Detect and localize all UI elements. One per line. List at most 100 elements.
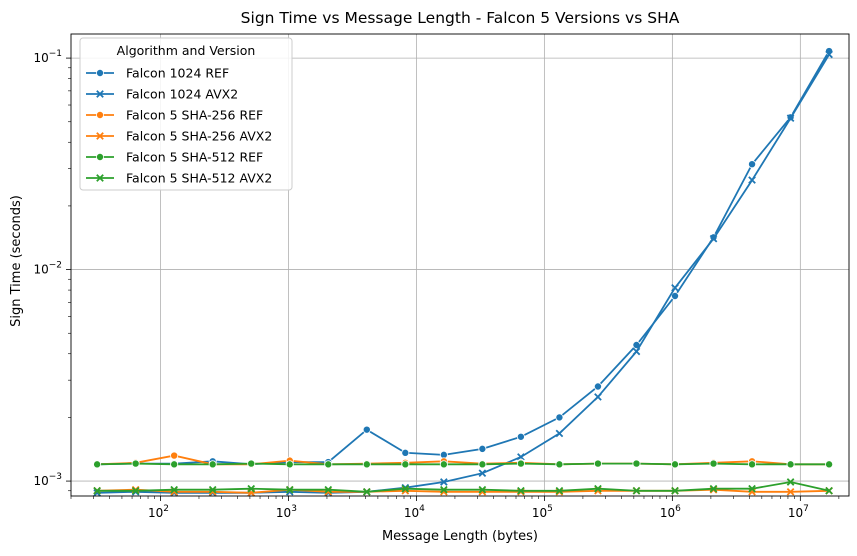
data-point-falcon-5-sha-512-avx2 <box>93 486 101 495</box>
series-line-falcon-5-sha-512-ref <box>97 462 830 466</box>
plot-frame <box>70 33 850 497</box>
data-point-falcon-5-sha-512-ref <box>516 459 525 468</box>
data-point-falcon-5-sha-512-avx2 <box>671 486 679 495</box>
data-point-falcon-1024-ref <box>401 448 410 457</box>
data-point-falcon-5-sha-512-ref <box>439 460 448 469</box>
legend-label: Falcon 1024 AVX2 <box>126 87 238 102</box>
data-point-falcon-5-sha-512-avx2 <box>748 484 756 493</box>
series-falcon-5-sha-512-ref <box>93 459 834 469</box>
data-point-falcon-5-sha-512-avx2 <box>440 485 448 494</box>
data-point-falcon-5-sha-512-ref <box>285 460 294 469</box>
tick-layer: 102 103 104 105 106 107 10−3 10−2 10−1 <box>33 49 840 520</box>
data-point-falcon-1024-avx2 <box>440 478 448 486</box>
legend-label: Falcon 5 SHA-512 REF <box>126 150 263 165</box>
data-point-falcon-1024-ref <box>478 444 487 453</box>
legend-label: Falcon 1024 REF <box>126 66 229 81</box>
data-point-falcon-5-sha-512-avx2 <box>401 484 410 493</box>
data-point-falcon-1024-avx2 <box>632 347 641 356</box>
x-tick-label: 106 <box>660 504 681 520</box>
x-tick-label: 105 <box>532 504 553 520</box>
data-point-falcon-5-sha-512-avx2 <box>825 486 833 495</box>
legend-title: Algorithm and Version <box>117 43 256 58</box>
legend-box <box>79 37 293 191</box>
data-point-falcon-5-sha-512-avx2 <box>709 484 718 493</box>
data-point-falcon-5-sha-512-ref <box>786 460 795 469</box>
data-point-falcon-5-sha-512-ref <box>131 459 140 468</box>
data-point-falcon-1024-avx2 <box>671 283 679 292</box>
legend-marker <box>96 152 105 161</box>
data-point-falcon-5-sha-512-avx2 <box>786 478 795 486</box>
y-tick-label: 10−2 <box>33 261 62 277</box>
legend-label: Falcon 5 SHA-256 AVX2 <box>126 129 272 144</box>
y-tick-label: 10−3 <box>33 472 62 488</box>
x-tick-label: 104 <box>404 504 425 520</box>
x-axis-label: Message Length (bytes) <box>382 529 538 544</box>
data-point-falcon-1024-ref <box>362 425 371 434</box>
data-point-falcon-1024-avx2 <box>825 50 833 59</box>
data-point-falcon-5-sha-512-avx2 <box>632 486 641 495</box>
data-point-falcon-5-sha-512-avx2 <box>594 484 602 493</box>
data-point-falcon-5-sha-512-ref <box>208 460 217 469</box>
x-tick-label: 102 <box>148 504 169 520</box>
data-point-falcon-5-sha-512-ref <box>401 460 410 469</box>
data-point-falcon-5-sha-512-ref <box>671 460 680 469</box>
x-tick-label: 107 <box>788 504 809 520</box>
data-point-falcon-5-sha-512-ref <box>825 460 834 469</box>
legend-item: Falcon 5 SHA-512 AVX2 <box>86 171 272 186</box>
data-point-falcon-5-sha-512-avx2 <box>247 484 256 493</box>
data-point-falcon-5-sha-512-avx2 <box>517 486 525 495</box>
data-point-falcon-5-sha-512-ref <box>632 459 641 468</box>
series-layer <box>93 47 834 497</box>
chart-title: Sign Time vs Message Length - Falcon 5 V… <box>241 9 680 27</box>
data-point-falcon-5-sha-512-ref <box>93 460 102 469</box>
legend-marker <box>96 90 104 98</box>
series-falcon-5-sha-512-avx2 <box>93 478 833 496</box>
data-point-falcon-5-sha-512-ref <box>748 460 757 469</box>
data-point-falcon-1024-avx2 <box>786 114 795 122</box>
legend-item: Falcon 5 SHA-256 AVX2 <box>86 129 272 144</box>
data-point-falcon-1024-ref <box>555 413 564 422</box>
series-line-falcon-5-sha-512-avx2 <box>97 481 830 493</box>
data-point-falcon-5-sha-512-avx2 <box>170 485 179 494</box>
legend: Algorithm and Version Falcon 1024 REF Falc… <box>79 37 293 191</box>
data-point-falcon-5-sha-512-avx2 <box>208 485 217 494</box>
data-point-falcon-5-sha-512-ref <box>555 460 564 469</box>
data-point-falcon-5-sha-512-avx2 <box>362 487 371 496</box>
data-point-falcon-1024-ref <box>516 432 525 441</box>
legend-marker <box>96 174 104 182</box>
data-point-falcon-5-sha-512-ref <box>324 460 333 469</box>
data-point-falcon-1024-avx2 <box>517 453 525 461</box>
data-point-falcon-5-sha-256-ref <box>170 451 179 460</box>
data-point-falcon-1024-ref <box>593 382 602 391</box>
data-point-falcon-5-sha-512-ref <box>362 460 371 469</box>
data-point-falcon-1024-avx2 <box>709 234 718 243</box>
data-point-falcon-1024-avx2 <box>594 393 602 401</box>
data-point-falcon-1024-ref <box>748 160 757 169</box>
data-point-falcon-5-sha-512-ref <box>247 459 256 468</box>
legend-item: Falcon 5 SHA-256 REF <box>86 108 263 123</box>
data-point-falcon-5-sha-512-ref <box>593 459 602 468</box>
legend-label: Falcon 5 SHA-256 REF <box>126 108 263 123</box>
legend-marker <box>96 111 105 120</box>
legend-item: Falcon 5 SHA-512 REF <box>86 150 263 165</box>
data-point-falcon-1024-avx2 <box>555 429 564 438</box>
legend-item: Falcon 1024 REF <box>86 66 229 81</box>
data-point-falcon-1024-avx2 <box>478 469 487 477</box>
legend-marker <box>96 132 104 140</box>
data-point-falcon-5-sha-512-ref <box>170 460 179 469</box>
data-point-falcon-5-sha-512-avx2 <box>324 485 333 494</box>
x-tick-label: 103 <box>276 504 297 520</box>
data-point-falcon-5-sha-512-avx2 <box>555 486 564 495</box>
y-tick-label: 10−1 <box>33 49 62 65</box>
y-axis-label: Sign Time (seconds) <box>9 195 24 327</box>
data-point-falcon-1024-avx2 <box>748 176 756 184</box>
series-falcon-5-sha-256-ref <box>93 451 834 469</box>
legend-item: Falcon 1024 AVX2 <box>86 87 238 102</box>
legend-marker <box>96 69 105 78</box>
data-point-falcon-5-sha-256-avx2 <box>786 487 795 496</box>
data-point-falcon-5-sha-512-avx2 <box>478 485 487 494</box>
data-point-falcon-1024-ref <box>671 292 680 301</box>
data-point-falcon-5-sha-512-avx2 <box>131 486 140 495</box>
